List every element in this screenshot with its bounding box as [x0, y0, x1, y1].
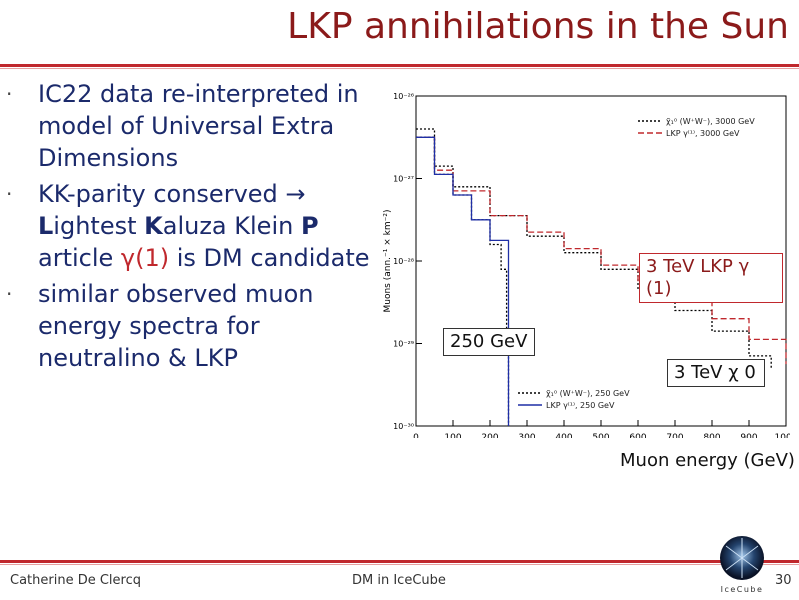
title-rule-thin [0, 68, 799, 69]
footer-center: DM in IceCube [352, 573, 446, 588]
footer-author: Catherine De Clercq [10, 573, 141, 588]
logo-text: IceCube [721, 585, 764, 594]
y-tick-label: 10⁻³⁰ [393, 422, 414, 431]
bullet-text-mid1: ightest [53, 212, 145, 240]
y-tick-label: 10⁻²⁸ [393, 257, 414, 266]
x-tick-label: 900 [740, 433, 757, 438]
legend-entry: LKP γ⁽¹⁾, 250 GeV [546, 401, 615, 410]
bullet-dot-icon: · [6, 282, 13, 306]
footer-rule-thin [0, 564, 799, 565]
bullet-item: · similar observed muon energy spectra f… [6, 278, 376, 374]
x-tick-label: 100 [444, 433, 461, 438]
title-rule [0, 64, 799, 67]
bullet-text-post: is DM candidate [169, 244, 370, 272]
bullet-gamma: γ(1) [120, 244, 170, 272]
series-line [416, 136, 510, 426]
bullet-bold-l: L [38, 212, 54, 240]
icecube-logo-icon: IceCube [720, 536, 764, 594]
x-tick-label: 400 [555, 433, 572, 438]
y-tick-label: 10⁻²⁹ [393, 340, 414, 349]
bullet-item: · KK-parity conserved → Lightest Kaluza … [6, 178, 376, 274]
footer-rule [0, 560, 799, 563]
bullet-dot-icon: · [6, 82, 13, 106]
bullet-text-mid2: aluza Klein [162, 212, 301, 240]
x-axis-caption: Muon energy (GeV) [620, 450, 795, 471]
bullet-text: similar observed muon energy spectra for… [38, 280, 314, 372]
y-axis-label: Muons (ann.⁻¹ × km⁻²) [383, 210, 393, 313]
bullet-text: IC22 data re-interpreted in model of Uni… [38, 80, 359, 172]
x-tick-label: 0 [413, 433, 419, 438]
x-tick-label: 800 [703, 433, 720, 438]
x-tick-label: 1000 [775, 433, 790, 438]
y-tick-label: 10⁻²⁶ [393, 92, 414, 101]
bullet-dot-icon: · [6, 182, 13, 206]
bullet-bold-k: K [144, 212, 163, 240]
legend-entry: LKP γ⁽¹⁾, 3000 GeV [666, 129, 740, 138]
legend-entry: χ̃₁⁰ (W⁺W⁻), 250 GeV [546, 389, 630, 398]
legend-entry: χ̃₁⁰ (W⁺W⁻), 3000 GeV [666, 117, 755, 126]
x-tick-label: 500 [592, 433, 609, 438]
x-tick-label: 300 [518, 433, 535, 438]
y-tick-label: 10⁻²⁷ [393, 175, 414, 184]
bullet-list: · IC22 data re-interpreted in model of U… [6, 78, 376, 378]
footer-page-number: 30 [775, 573, 792, 588]
bullet-item: · IC22 data re-interpreted in model of U… [6, 78, 376, 174]
bullet-bold-p: P [300, 212, 319, 240]
callout-250-gev: 250 GeV [443, 328, 535, 356]
x-tick-label: 200 [481, 433, 498, 438]
bullet-text-pre: KK-parity conserved → [38, 180, 306, 208]
slide-title: LKP annihilations in the Sun [287, 6, 789, 47]
x-tick-label: 700 [666, 433, 683, 438]
bullet-text-mid3: article [38, 244, 121, 272]
callout-3tev-lkp: 3 TeV LKP γ (1) [639, 253, 783, 303]
x-tick-label: 600 [629, 433, 646, 438]
callout-3tev-chi: 3 TeV χ 0 [667, 359, 765, 387]
